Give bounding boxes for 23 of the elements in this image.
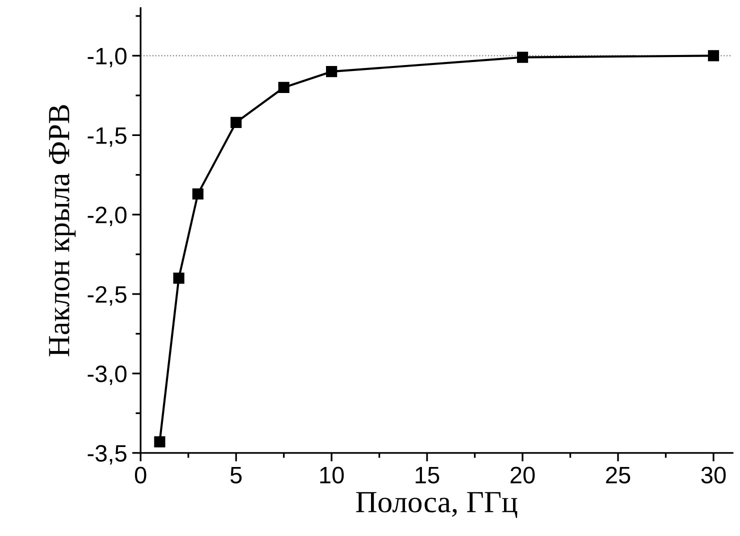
x-tick-label: 30 [701, 466, 726, 484]
point [278, 82, 290, 94]
point [173, 272, 184, 284]
y-tick-label: -2,0 [88, 206, 126, 226]
y-tick-label: -1,0 [88, 48, 126, 68]
point [154, 436, 166, 448]
x-tick-label: 5 [230, 466, 242, 484]
point [192, 188, 204, 200]
x-tick-label: 25 [606, 466, 630, 484]
y-tick-label: -1,5 [88, 127, 126, 147]
y-tick-label: -3,0 [88, 366, 126, 386]
point [230, 116, 242, 128]
x-axis-title: Полоса, ГГц [356, 492, 518, 518]
x-tick-label: 0 [134, 466, 146, 484]
x-tick-label: 15 [416, 466, 440, 484]
point [516, 52, 528, 63]
y-tick-label: -2,5 [88, 286, 126, 306]
y-tick-label: -3,5 [88, 444, 126, 464]
point [708, 50, 720, 62]
x-tick-label: 20 [510, 466, 535, 484]
y-axis-title: Наклон крыла ФРВ [49, 105, 76, 356]
x-tick-label: 10 [320, 466, 344, 484]
point [326, 66, 338, 78]
